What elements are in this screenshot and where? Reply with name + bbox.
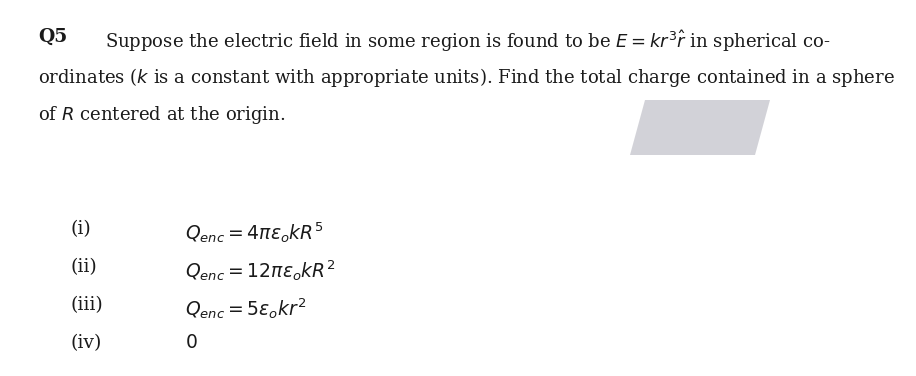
Text: Q5: Q5 <box>38 28 67 46</box>
Text: (iv): (iv) <box>70 334 102 352</box>
Text: (i): (i) <box>70 220 91 238</box>
Text: (iii): (iii) <box>70 296 103 314</box>
Text: Suppose the electric field in some region is found to be $E = kr^3\hat{r}$ in sp: Suppose the electric field in some regio… <box>105 28 831 54</box>
Text: (ii): (ii) <box>70 258 97 276</box>
Text: $0$: $0$ <box>185 334 198 352</box>
Text: of $R$ centered at the origin.: of $R$ centered at the origin. <box>38 104 285 126</box>
Text: $Q_{enc} = 4\pi\varepsilon_o kR^5$: $Q_{enc} = 4\pi\varepsilon_o kR^5$ <box>185 220 323 245</box>
Polygon shape <box>630 100 770 155</box>
Text: $Q_{enc} = 12\pi\varepsilon_o kR^2$: $Q_{enc} = 12\pi\varepsilon_o kR^2$ <box>185 258 335 283</box>
Text: ordinates ($k$ is a constant with appropriate units). Find the total charge cont: ordinates ($k$ is a constant with approp… <box>38 66 895 89</box>
Text: $Q_{enc} = 5\varepsilon_o kr^2$: $Q_{enc} = 5\varepsilon_o kr^2$ <box>185 296 306 321</box>
